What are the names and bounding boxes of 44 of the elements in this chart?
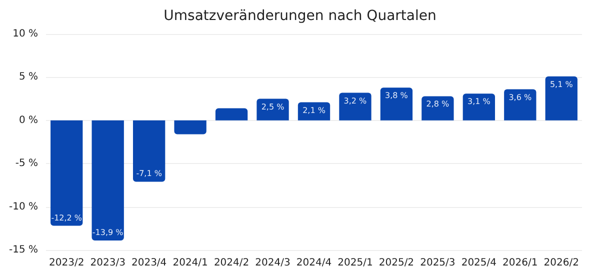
data-label: -7,1 % [136, 169, 162, 178]
x-tick-label: 2023/3 [90, 258, 126, 268]
bar [215, 108, 248, 120]
bar [132, 120, 166, 182]
y-tick-label: 5 % [18, 72, 38, 83]
x-tick-label: 2025/3 [420, 258, 456, 268]
data-label: 2,1 % [302, 106, 326, 115]
x-tick-label: 2024/1 [172, 258, 208, 268]
x-tick-label: 2024/3 [255, 258, 290, 268]
data-label: 2,8 % [426, 100, 450, 109]
data-label: 3,6 % [508, 92, 532, 102]
data-label: 3,2 % [344, 96, 368, 106]
y-tick-label: 10 % [12, 28, 38, 40]
bar [339, 92, 372, 120]
x-tick-label: 2025/1 [338, 258, 373, 268]
x-tick-label: 2026/1 [502, 258, 538, 268]
data-label: 3,1 % [467, 97, 491, 106]
data-label: 3,8 % [385, 91, 408, 100]
data-label: -12,2 % [51, 213, 82, 222]
x-tick-label: 2026/2 [544, 258, 579, 268]
bar [298, 102, 330, 120]
data-label: -13,9 % [92, 228, 124, 237]
bar [545, 76, 578, 120]
y-tick-label: -15 % [8, 244, 38, 256]
y-tick-label: -10 % [8, 201, 38, 212]
bar [256, 98, 289, 120]
bar [174, 120, 206, 134]
x-tick-label: 2023/4 [131, 258, 167, 268]
bar [380, 88, 413, 120]
bar [422, 96, 454, 120]
x-tick-label: 2024/2 [214, 258, 250, 268]
x-tick-label: 2023/2 [49, 258, 84, 268]
bar [92, 120, 124, 240]
data-label: 5,1 % [550, 80, 574, 89]
x-tick-label: 2025/4 [461, 258, 497, 268]
x-tick-label: 2024/4 [296, 258, 332, 268]
data-label: 2,5 % [261, 102, 285, 112]
bar [50, 120, 83, 226]
bar [462, 94, 496, 120]
y-tick-label: 0 % [18, 114, 38, 126]
y-tick-label: -5 % [15, 158, 38, 170]
chart-title: Umsatzveränderungen nach Quartalen [164, 8, 436, 24]
bar [504, 89, 536, 120]
x-tick-label: 2025/2 [378, 258, 414, 268]
